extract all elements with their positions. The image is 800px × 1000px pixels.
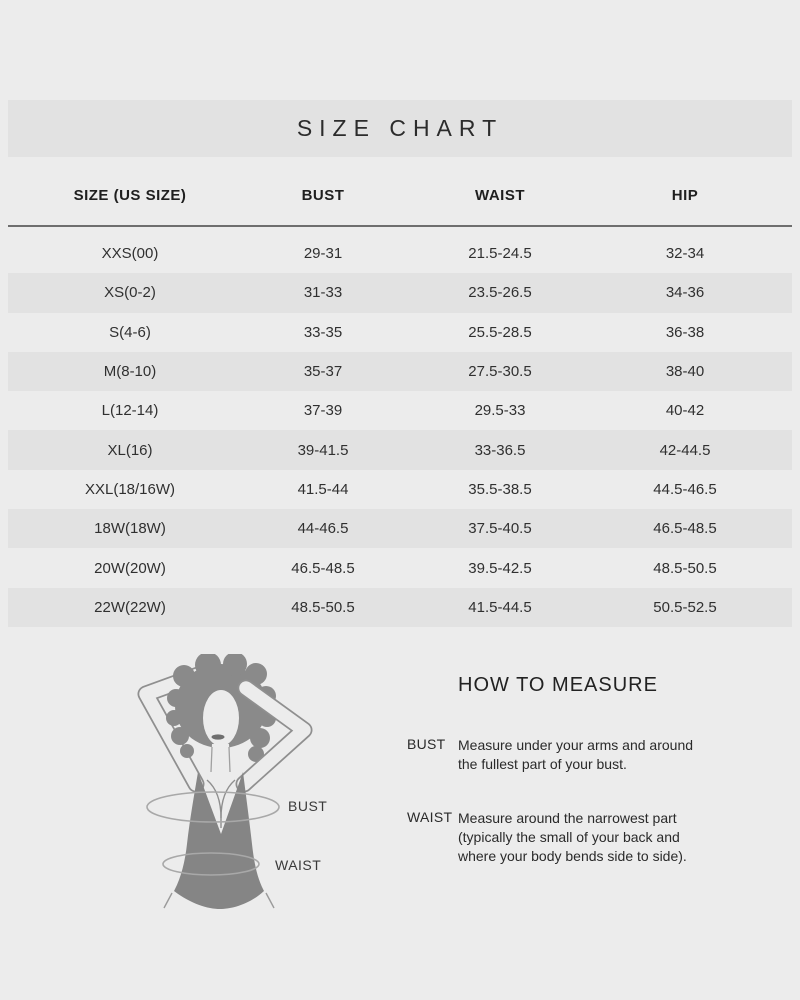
figure-waist-label: WAIST (275, 857, 322, 873)
table-row: S(4-6) 33-35 25.5-28.5 36-38 (8, 313, 792, 352)
table-cell-size: XL(16) (107, 441, 153, 459)
table-row: XXS(00) 29-31 21.5-24.5 32-34 (8, 234, 792, 273)
table-cell-waist: 35.5-38.5 (468, 480, 532, 498)
table-cell-waist: 23.5-26.5 (468, 284, 532, 302)
table-cell-waist: 41.5-44.5 (468, 598, 532, 616)
measure-text-bust: Measure under your arms and around the f… (458, 736, 693, 774)
measure-label-bust: BUST (407, 736, 446, 752)
measurement-figure-illustration (137, 654, 313, 909)
table-cell-size: 20W(20W) (94, 559, 166, 577)
column-header-size: SIZE (US SIZE) (73, 186, 187, 204)
table-row: 22W(22W) 48.5-50.5 41.5-44.5 50.5-52.5 (8, 587, 792, 627)
table-cell-waist: 21.5-24.5 (468, 245, 532, 263)
table-row: XS(0-2) 31-33 23.5-26.5 34-36 (8, 273, 792, 313)
table-cell-bust: 37-39 (303, 402, 343, 420)
table-cell-size: L(12-14) (101, 402, 159, 420)
table-header-row: SIZE (US SIZE) BUST WAIST HIP (8, 168, 792, 222)
table-row: L(12-14) 37-39 29.5-33 40-42 (8, 391, 792, 430)
table-cell-size: M(8-10) (103, 363, 157, 381)
table-cell-hip: 40-42 (665, 402, 705, 420)
table-cell-hip: 46.5-48.5 (653, 520, 717, 538)
lips-shape (211, 734, 225, 740)
column-header-waist: WAIST (475, 186, 525, 204)
table-cell-waist: 39.5-42.5 (468, 559, 532, 577)
table-cell-size: S(4-6) (109, 323, 151, 341)
table-cell-size: 22W(22W) (94, 598, 166, 616)
table-cell-waist: 25.5-28.5 (468, 323, 532, 341)
table-row: M(8-10) 35-37 27.5-30.5 38-40 (8, 351, 792, 392)
table-cell-hip: 42-44.5 (659, 441, 711, 459)
table-cell-hip: 38-40 (665, 363, 705, 381)
table-cell-bust: 33-35 (303, 323, 343, 341)
face-shape (203, 690, 239, 746)
table-cell-hip: 34-36 (665, 284, 705, 302)
table-cell-size: XXL(18/16W) (84, 480, 176, 498)
table-row: XXL(18/16W) 41.5-44 35.5-38.5 44.5-46.5 (8, 470, 792, 509)
table-cell-bust: 46.5-48.5 (291, 559, 355, 577)
table-cell-bust: 48.5-50.5 (291, 598, 355, 616)
how-to-measure-heading: HOW TO MEASURE (458, 674, 658, 696)
table-cell-waist: 27.5-30.5 (468, 363, 532, 381)
table-cell-size: XXS(00) (101, 245, 159, 263)
table-cell-waist: 37.5-40.5 (468, 520, 532, 538)
measure-item-waist: WAIST Measure around the narrowest part … (407, 809, 687, 866)
table-row: 20W(20W) 46.5-48.5 39.5-42.5 48.5-50.5 (8, 548, 792, 587)
title-banner: SIZE CHART (8, 100, 792, 157)
table-cell-bust: 35-37 (303, 363, 343, 381)
column-header-bust: BUST (301, 186, 345, 204)
header-divider-line (8, 225, 792, 227)
table-cell-hip: 32-34 (665, 245, 705, 263)
measure-text-line: where your body bends side to side). (458, 848, 687, 864)
measure-text-waist: Measure around the narrowest part (typic… (458, 809, 687, 866)
measure-text-line: Measure around the narrowest part (458, 810, 677, 826)
table-cell-bust: 41.5-44 (297, 480, 349, 498)
measure-item-bust: BUST Measure under your arms and around … (407, 736, 693, 774)
size-chart-table: XXS(00) 29-31 21.5-24.5 32-34 XS(0-2) 31… (8, 234, 792, 627)
measure-label-waist: WAIST (407, 809, 453, 825)
table-cell-hip: 48.5-50.5 (653, 559, 717, 577)
measure-text-line: Measure under your arms and around (458, 737, 694, 753)
table-cell-hip: 50.5-52.5 (653, 598, 717, 616)
table-cell-bust: 29-31 (303, 245, 343, 263)
table-cell-size: 18W(18W) (94, 520, 166, 538)
column-header-hip: HIP (671, 186, 699, 204)
table-cell-size: XS(0-2) (104, 284, 156, 302)
table-cell-hip: 44.5-46.5 (653, 480, 717, 498)
table-row: XL(16) 39-41.5 33-36.5 42-44.5 (8, 430, 792, 470)
table-cell-bust: 39-41.5 (297, 441, 349, 459)
table-row: 18W(18W) 44-46.5 37.5-40.5 46.5-48.5 (8, 509, 792, 549)
table-cell-waist: 29.5-33 (474, 402, 526, 420)
waist-ring (162, 852, 260, 876)
measure-text-line: (typically the small of your back and (458, 829, 680, 845)
table-cell-bust: 44-46.5 (297, 520, 349, 538)
page-title: SIZE CHART (296, 115, 504, 141)
table-cell-waist: 33-36.5 (474, 441, 526, 459)
bust-ring (146, 791, 280, 823)
figure-bust-label: BUST (288, 798, 328, 814)
table-cell-bust: 31-33 (303, 284, 343, 302)
table-cell-hip: 36-38 (665, 323, 705, 341)
measure-text-line: the fullest part of your bust. (458, 756, 627, 772)
